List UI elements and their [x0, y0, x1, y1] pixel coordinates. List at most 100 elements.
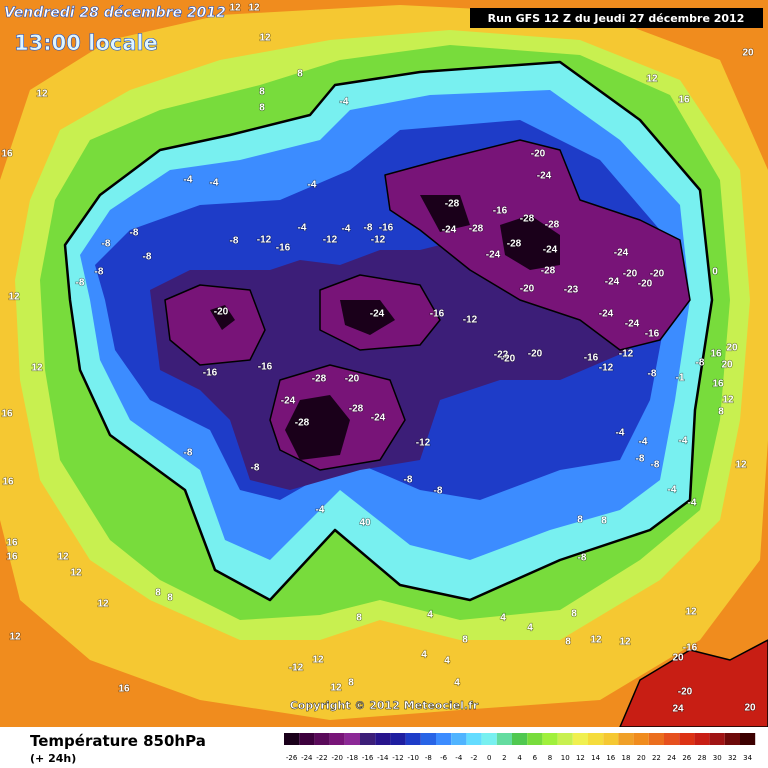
contour-label: -4: [316, 505, 325, 516]
temperature-map: [0, 0, 768, 728]
legend-swatch: [557, 733, 573, 745]
contour-label: 12: [57, 552, 69, 563]
contour-label: 0: [712, 267, 718, 278]
legend-label: -14: [377, 754, 389, 762]
legend-label: 0: [487, 754, 491, 762]
contour-label: 16: [6, 552, 18, 563]
copyright: Copyright © 2012 Meteociel.fr: [290, 699, 479, 712]
contour-label: 8: [718, 407, 724, 418]
legend-label: 26: [682, 754, 691, 762]
legend-label: 18: [622, 754, 631, 762]
contour-label: 20: [742, 48, 754, 59]
legend-label: 12: [576, 754, 585, 762]
contour-label: 12: [9, 632, 21, 643]
legend-label: 8: [548, 754, 552, 762]
contour-label: -8: [434, 486, 443, 497]
legend-swatch: [603, 733, 619, 745]
contour-label: 20: [726, 343, 738, 354]
contour-label: -4: [342, 224, 351, 235]
contour-label: -12: [257, 235, 272, 246]
contour-label: 4: [500, 613, 506, 624]
legend-swatch: [648, 733, 664, 745]
contour-label: -28: [445, 199, 460, 210]
legend-label: 16: [606, 754, 615, 762]
legend-swatch: [314, 733, 330, 745]
contour-label: 12: [590, 635, 602, 646]
contour-label: 8: [155, 588, 161, 599]
contour-label: -4: [184, 175, 193, 186]
contour-label: 16: [1, 149, 13, 160]
contour-label: 8: [462, 635, 468, 646]
contour-label: -8: [102, 239, 111, 250]
contour-label: 12: [646, 74, 658, 85]
contour-label: -28: [507, 239, 522, 250]
contour-label: 8: [565, 637, 571, 648]
temp-zone: [420, 195, 470, 232]
contour-label: -16: [379, 223, 394, 234]
contour-label: -4: [210, 178, 219, 189]
legend-swatch: [633, 733, 649, 745]
run-box: [470, 8, 763, 28]
legend-swatch: [724, 733, 740, 745]
contour-label: 8: [356, 613, 362, 624]
legend-label: 20: [637, 754, 646, 762]
contour-label: 8: [571, 609, 577, 620]
contour-label: -28: [469, 224, 484, 235]
contour-label: -24: [371, 413, 386, 424]
temp-zone: [164, 284, 266, 366]
contour-label: -12: [323, 235, 338, 246]
legend-swatch: [329, 733, 345, 745]
contour-label: 12: [36, 89, 48, 100]
contour-label: -4: [616, 428, 625, 439]
legend-label: -8: [425, 754, 432, 762]
legend-swatch: [588, 733, 604, 745]
contour-label: -22: [494, 350, 509, 361]
contour-label: -8: [651, 460, 660, 471]
contour-label: 8: [577, 515, 583, 526]
contour-label: -8: [404, 475, 413, 486]
contour-label: -8: [251, 463, 260, 474]
contour-label: -20: [623, 269, 638, 280]
contour-label: 12: [97, 599, 109, 610]
legend-label: -18: [347, 754, 358, 762]
contour-label: -12: [371, 235, 386, 246]
contour-label: 12: [330, 683, 342, 694]
contour-label: -24: [281, 396, 296, 407]
contour-label: -23: [564, 285, 579, 296]
contour-label: 12: [70, 568, 82, 579]
legend-swatch: [512, 733, 528, 745]
contour-label: 4: [444, 656, 450, 667]
contour-label: -8: [364, 223, 373, 234]
legend-swatch: [375, 733, 391, 745]
contour-label: -20: [650, 269, 665, 280]
legend-label: -12: [392, 754, 403, 762]
forecast-time: 13:00 locale: [14, 31, 158, 55]
contour-label: 12: [685, 607, 697, 618]
contour-label: -20: [528, 349, 543, 360]
contour-label: 24: [672, 704, 684, 715]
contour-label: -8: [130, 228, 139, 239]
legend-label: -24: [301, 754, 313, 762]
legend-label: 10: [561, 754, 570, 762]
contour-label: -8: [76, 278, 85, 289]
contour-label: -12: [463, 315, 478, 326]
legend-swatch: [527, 733, 543, 745]
contour-label: -20: [638, 279, 653, 290]
contour-label: 8: [348, 678, 354, 689]
legend-label: 22: [652, 754, 661, 762]
contour-label: -16: [276, 243, 291, 254]
legend-label: -22: [316, 754, 327, 762]
legend-label: -2: [471, 754, 478, 762]
contour-label: -8: [143, 252, 152, 263]
contour-label: 16: [710, 349, 722, 360]
legend-swatch: [618, 733, 634, 745]
contour-label: -28: [520, 214, 535, 225]
contour-label: -20: [520, 284, 535, 295]
contour-label: -20: [501, 354, 516, 365]
contour-label: 20: [672, 653, 684, 664]
contour-label: -24: [625, 319, 640, 330]
contour-label: -20: [345, 374, 360, 385]
footer-subtitle: (+ 24h): [30, 752, 76, 765]
legend-swatch: [420, 733, 436, 745]
